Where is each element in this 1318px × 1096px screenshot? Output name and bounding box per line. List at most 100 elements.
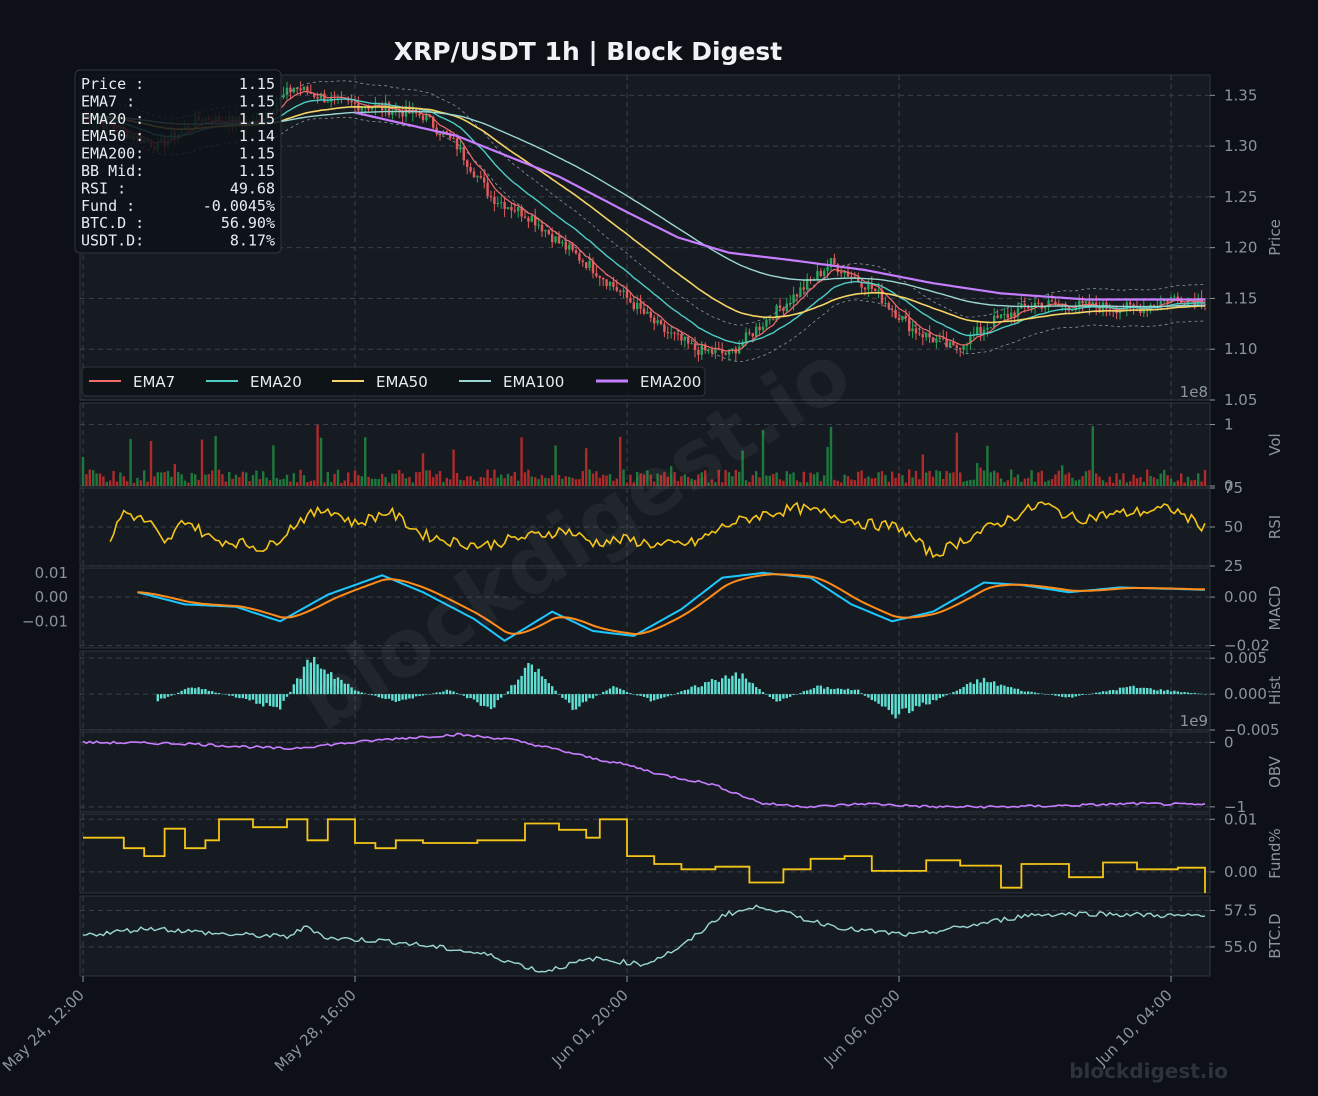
candle-body xyxy=(557,236,561,244)
histogram-bar xyxy=(999,684,1003,695)
histogram-bar xyxy=(676,692,680,695)
volume-bar xyxy=(119,472,122,486)
volume-bar xyxy=(1200,481,1203,486)
histogram-bar xyxy=(1064,694,1067,698)
histogram-bar xyxy=(673,694,676,695)
histogram-bar xyxy=(731,675,734,695)
histogram-bar xyxy=(642,694,646,697)
volume-bar xyxy=(1061,465,1064,486)
volume-bar xyxy=(503,478,506,486)
candle-body xyxy=(449,134,452,139)
rsi-line xyxy=(109,501,1206,559)
candle-body xyxy=(1071,310,1074,312)
histogram-bar xyxy=(622,690,625,695)
histogram-bar xyxy=(323,669,326,695)
histogram-bar xyxy=(1163,690,1166,695)
volume-bar xyxy=(1074,480,1077,486)
info-value: 1.15 xyxy=(239,110,275,128)
candle-body xyxy=(942,337,945,339)
histogram-bar xyxy=(387,694,391,699)
candle-body xyxy=(639,302,642,309)
volume-bar xyxy=(564,476,567,486)
histogram-bar xyxy=(500,694,503,698)
histogram-bar xyxy=(901,694,904,709)
histogram-bar xyxy=(1166,689,1169,695)
histogram-bar xyxy=(986,682,989,695)
histogram-bar xyxy=(462,694,465,696)
candle-body xyxy=(428,115,431,117)
volume-bar xyxy=(384,477,387,486)
volume-bar xyxy=(935,470,938,486)
candle-body xyxy=(493,196,496,205)
volume-bar xyxy=(238,477,241,486)
legend-label: EMA200 xyxy=(640,373,701,391)
histogram-bar xyxy=(1037,693,1040,695)
histogram-bar xyxy=(1016,688,1020,695)
candle-body xyxy=(313,93,316,98)
candle-body xyxy=(952,342,955,346)
histogram-bar xyxy=(445,689,448,695)
volume-bar xyxy=(506,473,510,486)
histogram-bar xyxy=(1149,688,1152,695)
legend-label: EMA50 xyxy=(376,373,428,391)
histogram-bar xyxy=(166,694,170,697)
histogram-bar xyxy=(391,694,394,701)
volume-bar xyxy=(109,480,112,486)
histogram-bar xyxy=(989,682,992,695)
volume-bar xyxy=(880,471,884,486)
volume-bar xyxy=(262,471,265,486)
histogram-bar xyxy=(687,689,690,695)
histogram-bar xyxy=(554,690,557,695)
histogram-bar xyxy=(268,694,272,707)
volume-bar xyxy=(299,469,302,486)
histogram-bar xyxy=(170,694,173,696)
histogram-bar xyxy=(404,694,408,700)
volume-bar xyxy=(527,469,530,486)
candle-body xyxy=(398,109,401,112)
candle-body xyxy=(700,344,703,355)
candle-body xyxy=(612,281,615,287)
volume-bar xyxy=(578,479,581,486)
volume-bar xyxy=(513,472,516,486)
histogram-bar xyxy=(1084,694,1088,695)
volume-bar xyxy=(1193,479,1196,486)
funding-line xyxy=(83,818,1206,893)
candle-body xyxy=(394,109,397,112)
histogram-bar xyxy=(343,683,346,695)
candle-body xyxy=(908,317,911,332)
histogram-bar xyxy=(1030,691,1033,695)
volume-bar xyxy=(1135,478,1139,486)
histogram-bar xyxy=(190,687,193,695)
histogram-bar xyxy=(904,694,907,709)
candle-body xyxy=(874,288,877,292)
volume-bar xyxy=(877,472,880,486)
volume-bar xyxy=(918,479,921,486)
volume-bar xyxy=(1125,482,1128,486)
candle-body xyxy=(479,176,482,178)
ylabel-vol: Vol xyxy=(1266,433,1284,455)
volume-bar xyxy=(863,478,867,486)
histogram-bar xyxy=(544,678,547,695)
histogram-bar xyxy=(1054,694,1057,696)
ylabel-rsi: RSI xyxy=(1266,515,1284,539)
histogram-bars xyxy=(156,657,1207,719)
volume-bar xyxy=(449,479,452,486)
volume-bar xyxy=(1033,481,1037,486)
volume-bar xyxy=(112,471,115,486)
candle-body xyxy=(938,337,941,340)
histogram-bar xyxy=(666,694,669,697)
volume-bar xyxy=(85,474,88,486)
candle-body xyxy=(629,298,632,303)
ytick-label-obv: −1 xyxy=(1224,798,1246,816)
candle-body xyxy=(520,206,523,217)
histogram-bar xyxy=(959,688,962,695)
histogram-bar xyxy=(880,694,884,707)
volume-bar xyxy=(850,479,853,486)
histogram-bar xyxy=(860,693,863,695)
candle-body xyxy=(986,327,989,330)
info-label: RSI : xyxy=(81,179,126,197)
volume-bar xyxy=(398,469,401,486)
volume-bar xyxy=(979,467,982,486)
volume-bar xyxy=(432,477,435,486)
volume-bar xyxy=(166,470,170,486)
